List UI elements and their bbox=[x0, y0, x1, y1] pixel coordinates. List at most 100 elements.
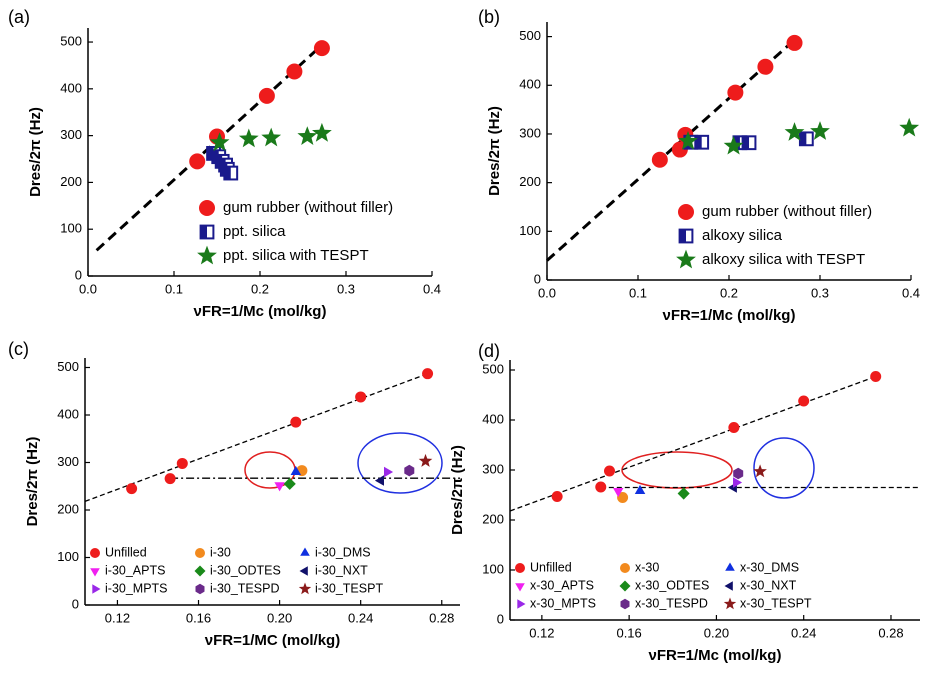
panel-label: (d) bbox=[478, 341, 500, 361]
x-tick-label: 0.16 bbox=[616, 625, 641, 640]
marker-fill bbox=[695, 135, 702, 149]
y-tick-label: 200 bbox=[60, 174, 82, 189]
fit-line bbox=[546, 40, 794, 262]
y-tick-label: 400 bbox=[60, 80, 82, 95]
legend-marker bbox=[517, 599, 526, 609]
marker bbox=[422, 368, 434, 380]
marker bbox=[418, 453, 433, 467]
legend-marker bbox=[194, 565, 206, 577]
legend-label: i-30_MPTS bbox=[105, 581, 168, 595]
y-tick-label: 100 bbox=[57, 549, 79, 564]
legend-label: Unfilled bbox=[105, 545, 147, 559]
legend-marker bbox=[725, 562, 735, 571]
legend-marker bbox=[723, 597, 737, 610]
marker-fill bbox=[679, 229, 686, 243]
marker bbox=[404, 464, 415, 477]
x-tick-label: 0.24 bbox=[791, 625, 816, 640]
legend-label: i-30_ODTES bbox=[210, 563, 281, 577]
x-tick-label: 0.4 bbox=[423, 281, 441, 296]
legend-marker bbox=[619, 580, 631, 592]
y-tick-label: 300 bbox=[57, 454, 79, 469]
y-tick-label: 300 bbox=[519, 125, 541, 140]
legend-label: i-30_APTS bbox=[105, 563, 165, 577]
marker bbox=[617, 492, 629, 503]
marker bbox=[176, 457, 188, 469]
x-tick-label: 0.12 bbox=[529, 625, 554, 640]
legend-label: x-30_APTS bbox=[530, 578, 594, 592]
x-tick-label: 0.20 bbox=[267, 610, 292, 625]
marker bbox=[283, 477, 296, 490]
legend-label: ppt. silica bbox=[223, 223, 286, 240]
legend-label: x-30_TESPT bbox=[740, 596, 812, 610]
legend-marker bbox=[195, 548, 205, 558]
x-tick-label: 0.20 bbox=[704, 625, 729, 640]
legend-label: i-30 bbox=[210, 545, 231, 559]
marker bbox=[189, 153, 206, 170]
marker bbox=[286, 63, 303, 80]
marker bbox=[757, 58, 774, 75]
legend-marker bbox=[92, 584, 101, 594]
y-tick-label: 500 bbox=[60, 33, 82, 48]
marker bbox=[274, 482, 285, 492]
marker bbox=[677, 487, 690, 500]
marker bbox=[374, 475, 384, 486]
highlight-ellipse bbox=[621, 451, 733, 489]
y-tick-label: 400 bbox=[57, 406, 79, 421]
marker bbox=[223, 165, 239, 181]
legend-marker bbox=[515, 563, 525, 573]
legend-marker bbox=[195, 583, 205, 595]
x-axis-title: νFR=1/Mc (mol/kg) bbox=[649, 647, 782, 664]
marker bbox=[312, 122, 332, 142]
y-tick-label: 0 bbox=[72, 596, 79, 611]
legend-label: i-30_TESPD bbox=[210, 581, 279, 595]
legend-label: alkoxy silica bbox=[702, 227, 783, 244]
marker bbox=[634, 484, 646, 494]
legend-marker bbox=[678, 204, 694, 220]
x-tick-label: 0.3 bbox=[811, 285, 829, 300]
marker bbox=[290, 416, 302, 428]
x-tick-label: 0.0 bbox=[79, 281, 97, 296]
y-tick-label: 0 bbox=[534, 271, 541, 286]
marker bbox=[164, 473, 176, 485]
marker bbox=[728, 422, 740, 433]
legend-marker bbox=[299, 566, 308, 576]
y-tick-label: 200 bbox=[482, 511, 504, 526]
y-tick-label: 100 bbox=[60, 221, 82, 236]
marker bbox=[238, 128, 259, 148]
x-tick-label: 0.4 bbox=[902, 285, 920, 300]
legend-marker bbox=[199, 200, 215, 216]
legend-label: ppt. silica with TESPT bbox=[223, 247, 369, 264]
y-axis-title: Dres/2π (Hz) bbox=[449, 445, 466, 535]
y-tick-label: 500 bbox=[57, 359, 79, 374]
legend-label: x-30_NXT bbox=[740, 578, 797, 592]
marker bbox=[355, 391, 367, 403]
highlight-ellipse bbox=[357, 432, 443, 494]
fit-line bbox=[84, 373, 428, 503]
x-tick-label: 0.2 bbox=[251, 281, 269, 296]
legend-label: gum rubber (without filler) bbox=[702, 203, 872, 220]
y-tick-label: 200 bbox=[57, 501, 79, 516]
marker bbox=[551, 491, 563, 502]
marker bbox=[753, 464, 767, 478]
y-tick-label: 100 bbox=[482, 561, 504, 576]
legend-marker bbox=[300, 547, 310, 556]
marker bbox=[603, 465, 615, 477]
y-tick-label: 300 bbox=[482, 461, 504, 476]
y-tick-label: 0 bbox=[75, 267, 82, 282]
legend-label: i-30_DMS bbox=[315, 545, 371, 559]
legend-label: alkoxy silica with TESPT bbox=[702, 251, 865, 268]
legend-label: x-30_TESPD bbox=[635, 596, 708, 610]
marker bbox=[261, 127, 282, 147]
marker bbox=[798, 131, 814, 147]
y-tick-label: 500 bbox=[519, 28, 541, 43]
highlight-ellipse bbox=[753, 437, 815, 499]
panel-label: (b) bbox=[478, 7, 500, 27]
x-tick-label: 0.1 bbox=[165, 281, 183, 296]
legend-label: x-30_DMS bbox=[740, 560, 799, 574]
y-axis-title: Dres/2π (Hz) bbox=[27, 107, 44, 197]
y-tick-label: 100 bbox=[519, 223, 541, 238]
legend-marker bbox=[90, 548, 100, 558]
fit-line bbox=[509, 375, 876, 512]
marker bbox=[290, 465, 302, 475]
legend-marker bbox=[676, 249, 696, 269]
